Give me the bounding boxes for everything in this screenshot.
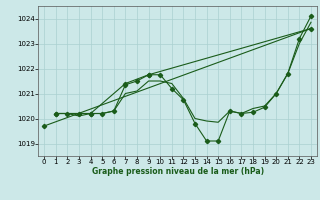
X-axis label: Graphe pression niveau de la mer (hPa): Graphe pression niveau de la mer (hPa) [92,167,264,176]
